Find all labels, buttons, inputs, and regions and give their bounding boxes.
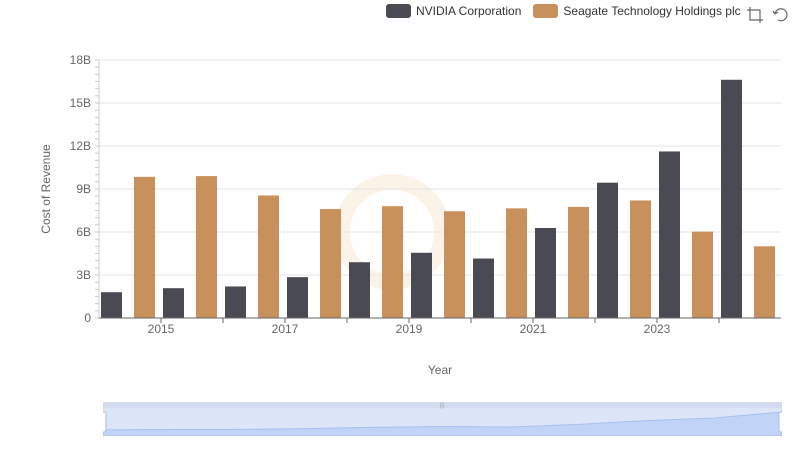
bar-nvidia-2014[interactable] xyxy=(101,292,122,318)
bars-group[interactable] xyxy=(101,79,775,318)
slider-grip-icon: ||| xyxy=(440,403,445,409)
slider-left-handle[interactable] xyxy=(103,411,107,433)
x-tick-label: 2017 xyxy=(272,322,299,336)
y-axis-label: Cost of Revenue xyxy=(39,144,53,234)
legend-item-seagate[interactable]: Seagate Technology Holdings plc xyxy=(533,4,741,18)
slider-top-bar xyxy=(103,402,782,408)
bar-nvidia-2021[interactable] xyxy=(535,227,556,318)
legend-swatch-seagate xyxy=(533,4,559,18)
y-tick-label: 6B xyxy=(76,225,91,239)
y-tick-label: 12B xyxy=(70,139,91,153)
slider-selected-range xyxy=(103,408,782,436)
bar-seagate-2014[interactable] xyxy=(134,176,155,318)
bar-nvidia-2022[interactable] xyxy=(597,182,618,318)
y-tick-label: 15B xyxy=(70,96,91,110)
bar-nvidia-2018[interactable] xyxy=(349,262,370,318)
slider-right-handle[interactable] xyxy=(778,411,782,433)
slider-preview-line xyxy=(103,411,782,436)
x-axis: 2015 2017 2019 2021 2023 xyxy=(99,317,781,336)
restore-icon[interactable] xyxy=(772,6,790,24)
bar-seagate-2016[interactable] xyxy=(258,195,279,318)
bar-seagate-2019[interactable] xyxy=(444,211,465,318)
bar-nvidia-2017[interactable] xyxy=(287,277,308,318)
legend-swatch-nvidia xyxy=(386,4,411,18)
legend-label-seagate: Seagate Technology Holdings plc xyxy=(563,4,741,18)
x-tick-label: 2021 xyxy=(520,322,547,336)
data-zoom-slider[interactable]: ||| xyxy=(103,402,782,436)
legend-item-nvidia[interactable]: NVIDIA Corporation xyxy=(386,4,521,18)
legend: NVIDIA Corporation Seagate Technology Ho… xyxy=(386,4,753,18)
bar-seagate-2018[interactable] xyxy=(382,206,403,318)
legend-label-nvidia: NVIDIA Corporation xyxy=(416,4,522,18)
bar-seagate-2020[interactable] xyxy=(506,208,527,318)
y-tick-label: 18B xyxy=(70,53,91,67)
bar-seagate-2024[interactable] xyxy=(754,246,775,318)
x-tick-label: 2019 xyxy=(396,322,423,336)
bar-seagate-2022[interactable] xyxy=(630,200,651,318)
bar-nvidia-2020[interactable] xyxy=(473,258,494,318)
y-tick-label: 9B xyxy=(76,182,91,196)
toolbox xyxy=(746,6,790,24)
x-tick-label: 2023 xyxy=(644,322,671,336)
bar-seagate-2021[interactable] xyxy=(568,206,589,318)
bar-nvidia-2016[interactable] xyxy=(225,286,246,318)
bar-seagate-2017[interactable] xyxy=(320,209,341,318)
x-tick-label: 2015 xyxy=(148,322,175,336)
bar-nvidia-2015[interactable] xyxy=(163,288,184,318)
y-axis-ticks: 0 3B 6B 9B 12B 15B 18B xyxy=(70,53,100,325)
bar-seagate-2023[interactable] xyxy=(692,231,713,318)
bar-seagate-2015[interactable] xyxy=(196,176,217,318)
zoom-icon[interactable] xyxy=(746,6,764,24)
y-tick-label: 3B xyxy=(76,268,91,282)
y-tick-label: 0 xyxy=(84,311,91,325)
bar-nvidia-2023[interactable] xyxy=(659,151,680,318)
bar-nvidia-2024[interactable] xyxy=(721,79,742,318)
bar-nvidia-2019[interactable] xyxy=(411,252,432,318)
x-axis-label: Year xyxy=(428,363,452,377)
